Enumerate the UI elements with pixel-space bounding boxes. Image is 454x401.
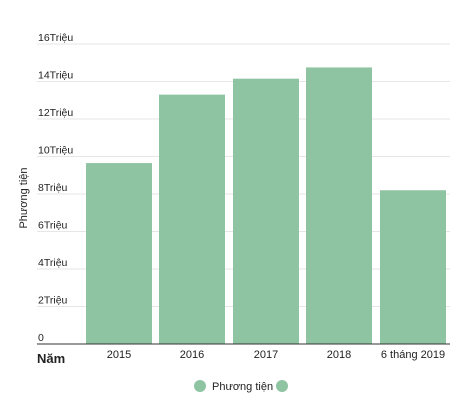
bar [86, 163, 152, 344]
y-tick-label: 16Triệu [38, 32, 73, 44]
y-tick-label: 4Triệu [38, 257, 68, 269]
x-tick-label: 2016 [180, 349, 204, 361]
bars [86, 67, 446, 344]
bar [233, 78, 299, 344]
y-tick-label: 14Triệu [38, 70, 73, 82]
legend-marker-phuong-tien [194, 380, 206, 392]
y-tick-label: 8Triệu [38, 182, 68, 194]
bar [306, 67, 372, 344]
x-tick-labels: 2015 2016 2017 2018 6 tháng 2019 [107, 349, 445, 361]
y-axis-title: Phương tiện [18, 167, 30, 228]
legend-marker-extra [276, 380, 288, 392]
x-tick-label: 2017 [254, 349, 278, 361]
y-tick-label: 10Triệu [38, 145, 73, 157]
x-tick-label: 6 tháng 2019 [381, 349, 445, 361]
y-tick-label: 2Triệu [38, 295, 68, 307]
y-tick-label: 12Triệu [38, 107, 73, 119]
legend-label-phuong-tien: Phương tiện [212, 381, 273, 393]
y-tick-labels: 0 2Triệu 4Triệu 6Triệu 8Triệu 10Triệu 12Triệu 1… [38, 32, 73, 344]
x-tick-label: 2015 [107, 349, 131, 361]
legend: Phương tiện [194, 380, 288, 393]
y-tick-label: 6Triệu [38, 220, 68, 232]
bar [159, 94, 225, 344]
y-tick-label: 0 [38, 332, 44, 344]
x-tick-label: 2018 [327, 349, 351, 361]
x-axis-title: Năm [37, 351, 65, 366]
bar [380, 190, 446, 344]
